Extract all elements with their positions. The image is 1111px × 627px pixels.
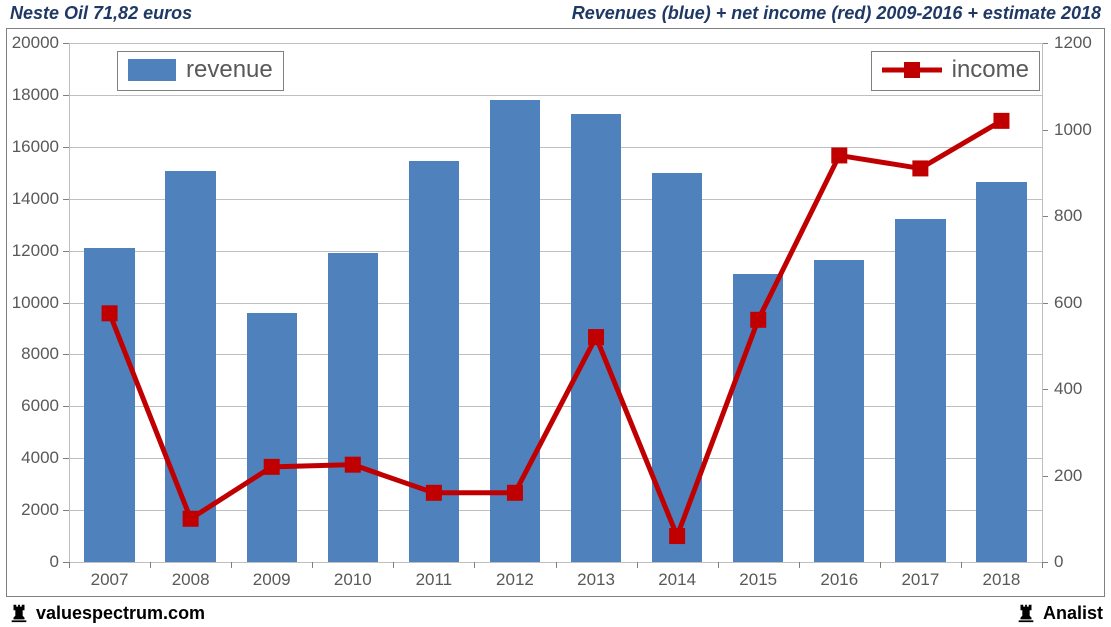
chart-title-left: Neste Oil 71,82 euros bbox=[10, 3, 192, 24]
x-tick-label: 2017 bbox=[880, 570, 961, 590]
revenue-bar bbox=[409, 161, 459, 562]
x-tick bbox=[393, 562, 394, 568]
legend-income-swatch bbox=[882, 58, 942, 82]
x-tick bbox=[69, 562, 70, 568]
legend-revenue-label: revenue bbox=[186, 56, 273, 84]
x-tick bbox=[880, 562, 881, 568]
y2-tick-label: 800 bbox=[1054, 206, 1082, 226]
y1-tick-label: 14000 bbox=[9, 189, 59, 209]
x-tick bbox=[150, 562, 151, 568]
revenue-bar bbox=[814, 260, 864, 562]
x-tick bbox=[637, 562, 638, 568]
y1-tick-label: 6000 bbox=[9, 396, 59, 416]
x-tick-label: 2016 bbox=[799, 570, 880, 590]
y1-axis-line bbox=[69, 43, 70, 562]
x-tick-label: 2018 bbox=[961, 570, 1042, 590]
revenue-bar bbox=[328, 253, 378, 562]
rook-icon bbox=[8, 602, 30, 624]
legend-income-label: income bbox=[952, 56, 1029, 84]
chart-footer: valuespectrum.com Analist bbox=[0, 599, 1111, 627]
y2-tick-label: 1200 bbox=[1054, 33, 1092, 53]
x-tick-label: 2011 bbox=[393, 570, 474, 590]
chart-container: 0200040006000800010000120001400016000180… bbox=[6, 28, 1105, 597]
revenue-bar bbox=[84, 248, 134, 562]
y1-tick-label: 10000 bbox=[9, 293, 59, 313]
y2-tick-label: 1000 bbox=[1054, 120, 1092, 140]
revenue-bar bbox=[895, 219, 945, 562]
chart-title-right: Revenues (blue) + net income (red) 2009-… bbox=[572, 3, 1101, 24]
legend-revenue: revenue bbox=[117, 51, 284, 91]
y1-tick-label: 12000 bbox=[9, 241, 59, 261]
y2-tick-label: 0 bbox=[1054, 552, 1063, 572]
x-tick bbox=[474, 562, 475, 568]
x-tick bbox=[1042, 562, 1043, 568]
revenue-bar bbox=[165, 171, 215, 562]
y2-tick-label: 600 bbox=[1054, 293, 1082, 313]
revenue-bar bbox=[652, 173, 702, 562]
x-tick-label: 2012 bbox=[474, 570, 555, 590]
rook-icon bbox=[1015, 602, 1037, 624]
x-tick bbox=[231, 562, 232, 568]
chart-header: Neste Oil 71,82 euros Revenues (blue) + … bbox=[0, 0, 1111, 26]
y1-tick-label: 2000 bbox=[9, 500, 59, 520]
y1-tick-label: 16000 bbox=[9, 137, 59, 157]
y1-tick-label: 4000 bbox=[9, 448, 59, 468]
x-tick bbox=[718, 562, 719, 568]
x-tick-label: 2015 bbox=[718, 570, 799, 590]
y1-tick-label: 20000 bbox=[9, 33, 59, 53]
y2-axis-line bbox=[1042, 43, 1043, 562]
revenue-bar bbox=[733, 274, 783, 562]
revenue-bar bbox=[976, 182, 1026, 562]
footer-brand-left: valuespectrum.com bbox=[8, 602, 205, 624]
footer-right-text: Analist bbox=[1043, 603, 1103, 624]
x-tick bbox=[961, 562, 962, 568]
revenue-bar bbox=[247, 313, 297, 562]
y2-tick-label: 400 bbox=[1054, 379, 1082, 399]
income-marker bbox=[912, 160, 928, 176]
x-tick bbox=[312, 562, 313, 568]
revenue-bar bbox=[571, 114, 621, 562]
y1-tick-label: 18000 bbox=[9, 85, 59, 105]
x-tick-label: 2008 bbox=[150, 570, 231, 590]
x-tick bbox=[556, 562, 557, 568]
x-tick-label: 2010 bbox=[312, 570, 393, 590]
footer-left-text: valuespectrum.com bbox=[36, 603, 205, 624]
y1-tick-label: 8000 bbox=[9, 344, 59, 364]
x-tick-label: 2014 bbox=[637, 570, 718, 590]
gridline bbox=[69, 95, 1042, 96]
plot-area: 0200040006000800010000120001400016000180… bbox=[69, 43, 1042, 562]
x-tick-label: 2007 bbox=[69, 570, 150, 590]
legend-revenue-swatch bbox=[128, 59, 176, 81]
footer-brand-right: Analist bbox=[1015, 602, 1103, 624]
income-marker bbox=[831, 147, 847, 163]
income-marker bbox=[993, 113, 1009, 129]
gridline bbox=[69, 43, 1042, 44]
legend-income: income bbox=[871, 51, 1040, 91]
revenue-bar bbox=[490, 100, 540, 562]
x-tick-label: 2013 bbox=[556, 570, 637, 590]
x-tick-label: 2009 bbox=[231, 570, 312, 590]
y2-tick-label: 200 bbox=[1054, 466, 1082, 486]
x-tick bbox=[799, 562, 800, 568]
gridline bbox=[69, 147, 1042, 148]
y1-tick-label: 0 bbox=[9, 552, 59, 572]
